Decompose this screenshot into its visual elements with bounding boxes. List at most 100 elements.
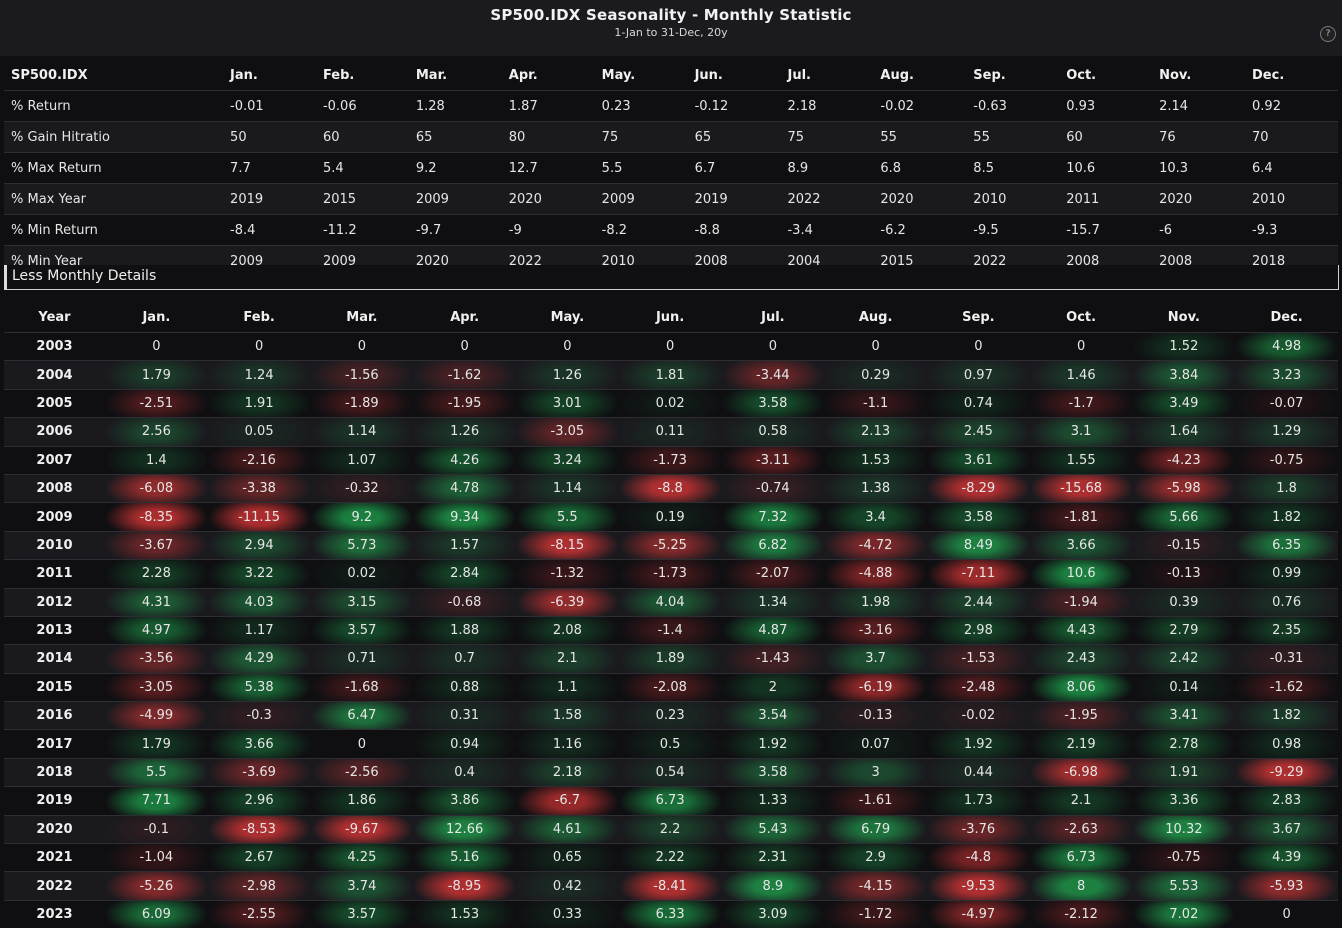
return-cell: 1.82: [1235, 701, 1338, 730]
return-cell: -0.15: [1132, 530, 1236, 560]
year-row: 2017 1.79 3.66 0 0.94 1.16 0.5 1.92 0.07 1.92 2.19…: [4, 729, 1338, 759]
return-cell: 5.38: [207, 672, 311, 702]
year-row: 2006 2.56 0.05 1.14 1.26 -3.05 0.11 0.58 2.13 2.4…: [4, 417, 1338, 447]
return-cell: -3.38: [207, 473, 311, 503]
return-cell: 1.64: [1132, 417, 1236, 447]
return-cell: -3.76: [927, 814, 1030, 844]
year-row: 2023 6.09 -2.55 3.57 1.53 0.33 6.33 3.09 -1.72 -4…: [4, 899, 1338, 928]
stats-cell: 60: [1059, 121, 1153, 153]
return-cell: 0.71: [310, 644, 414, 674]
return-cell: 6.79: [824, 814, 927, 844]
return-cell: 2.22: [618, 843, 722, 872]
return-cell: 1.46: [1029, 360, 1133, 390]
stats-cell: 2019: [687, 183, 781, 215]
return-cell: 12.66: [413, 814, 516, 844]
return-cell: 2.1: [516, 644, 619, 674]
return-cell: 2.35: [1235, 615, 1338, 645]
help-icon[interactable]: ?: [1320, 26, 1336, 42]
return-cell: 3.61: [927, 445, 1030, 475]
return-cell: 1.91: [207, 388, 311, 418]
stats-cell: 75: [780, 121, 874, 153]
return-cell: -2.63: [1029, 814, 1133, 844]
stats-cell: -15.7: [1059, 214, 1153, 246]
return-cell: -8.35: [105, 502, 208, 532]
stats-cell: 2010: [966, 183, 1060, 215]
stats-row-label: % Return: [4, 90, 224, 122]
return-cell: 0: [413, 331, 516, 361]
return-cell: 1.57: [413, 530, 516, 560]
return-cell: 1.8: [1235, 473, 1338, 503]
return-cell: 1.86: [310, 786, 414, 816]
page-subtitle: 1-Jan to 31-Dec, 20y: [614, 26, 728, 39]
stats-cell: 5.4: [315, 152, 409, 184]
return-cell: 3.4: [824, 502, 927, 532]
return-cell: 2.78: [1132, 729, 1236, 759]
return-cell: 4.25: [310, 843, 414, 872]
return-cell: 7.71: [105, 786, 208, 816]
return-cell: 1.89: [618, 644, 722, 674]
return-cell: 0.65: [516, 843, 619, 872]
return-cell: 3.49: [1132, 388, 1236, 418]
year-row: 2004 1.79 1.24 -1.56 -1.62 1.26 1.81 -3.44 0.29 0…: [4, 360, 1338, 390]
return-cell: 1.79: [105, 360, 208, 390]
stats-row-label: % Max Return: [4, 152, 224, 184]
return-cell: 2.08: [516, 615, 619, 645]
return-cell: -4.88: [824, 559, 927, 589]
stats-cell: -0.01: [223, 90, 316, 122]
return-cell: 3.74: [310, 871, 414, 901]
year-cell: 2012: [4, 587, 105, 617]
return-cell: 0.14: [1132, 672, 1236, 702]
year-row: 2007 1.4 -2.16 1.07 4.26 3.24 -1.73 -3.11 1.53 3.…: [4, 445, 1338, 475]
year-row: 2019 7.71 2.96 1.86 3.86 -6.7 6.73 1.33 -1.61 1.7…: [4, 786, 1338, 816]
return-cell: 4.29: [207, 644, 311, 674]
month-header: Feb.: [243, 309, 275, 325]
return-cell: 2: [721, 672, 825, 702]
return-cell: 3: [824, 757, 927, 787]
year-cell: 2005: [4, 388, 105, 418]
month-header: Oct.: [1066, 309, 1097, 325]
less-monthly-details-toggle[interactable]: Less Monthly Details: [4, 265, 1339, 290]
return-cell: 0: [1235, 899, 1338, 928]
return-cell: 9.34: [413, 502, 516, 532]
return-cell: 3.84: [1132, 360, 1236, 390]
stats-cell: 75: [594, 121, 688, 153]
page-title: SP500.IDX Seasonality - Monthly Statisti…: [490, 6, 852, 24]
stats-cell: 2015: [315, 183, 409, 215]
return-cell: 1.29: [1235, 417, 1338, 447]
return-cell: 1.26: [516, 360, 619, 390]
return-cell: 0.42: [516, 871, 619, 901]
return-cell: -8.8: [618, 473, 722, 503]
return-cell: -1.81: [1029, 502, 1133, 532]
return-cell: 2.1: [1029, 786, 1133, 816]
month-header: Sep.: [962, 309, 995, 325]
return-cell: -0.75: [1132, 843, 1236, 872]
return-cell: 0.05: [207, 417, 311, 447]
return-cell: -6.19: [824, 672, 927, 702]
return-cell: 3.58: [927, 502, 1030, 532]
return-cell: -2.98: [207, 871, 311, 901]
return-cell: 1.14: [310, 417, 414, 447]
year-row: 2022 -5.26 -2.98 3.74 -8.95 0.42 -8.41 8.9 -4.15…: [4, 871, 1338, 901]
return-cell: 1.79: [105, 729, 208, 759]
return-cell: -4.23: [1132, 445, 1236, 475]
return-cell: -1.68: [310, 672, 414, 702]
month-header: Jun.: [655, 309, 685, 325]
stats-cell: 55: [873, 121, 967, 153]
return-cell: -1.43: [721, 644, 825, 674]
return-cell: 2.56: [105, 417, 208, 447]
return-cell: 0.7: [413, 644, 516, 674]
return-cell: -5.93: [1235, 871, 1338, 901]
month-header: Jan.: [142, 309, 171, 325]
return-cell: 4.61: [516, 814, 619, 844]
year-cell: 2013: [4, 615, 105, 645]
stats-cell: -9: [501, 214, 595, 246]
return-cell: -8.53: [207, 814, 311, 844]
return-cell: -2.51: [105, 388, 208, 418]
return-cell: 5.53: [1132, 871, 1236, 901]
stats-cell: -6: [1152, 214, 1246, 246]
month-header: Jan.: [230, 67, 258, 83]
year-cell: 2008: [4, 473, 105, 503]
stats-cell: 80: [501, 121, 595, 153]
return-cell: -8.95: [413, 871, 516, 901]
return-cell: -0.02: [927, 701, 1030, 730]
